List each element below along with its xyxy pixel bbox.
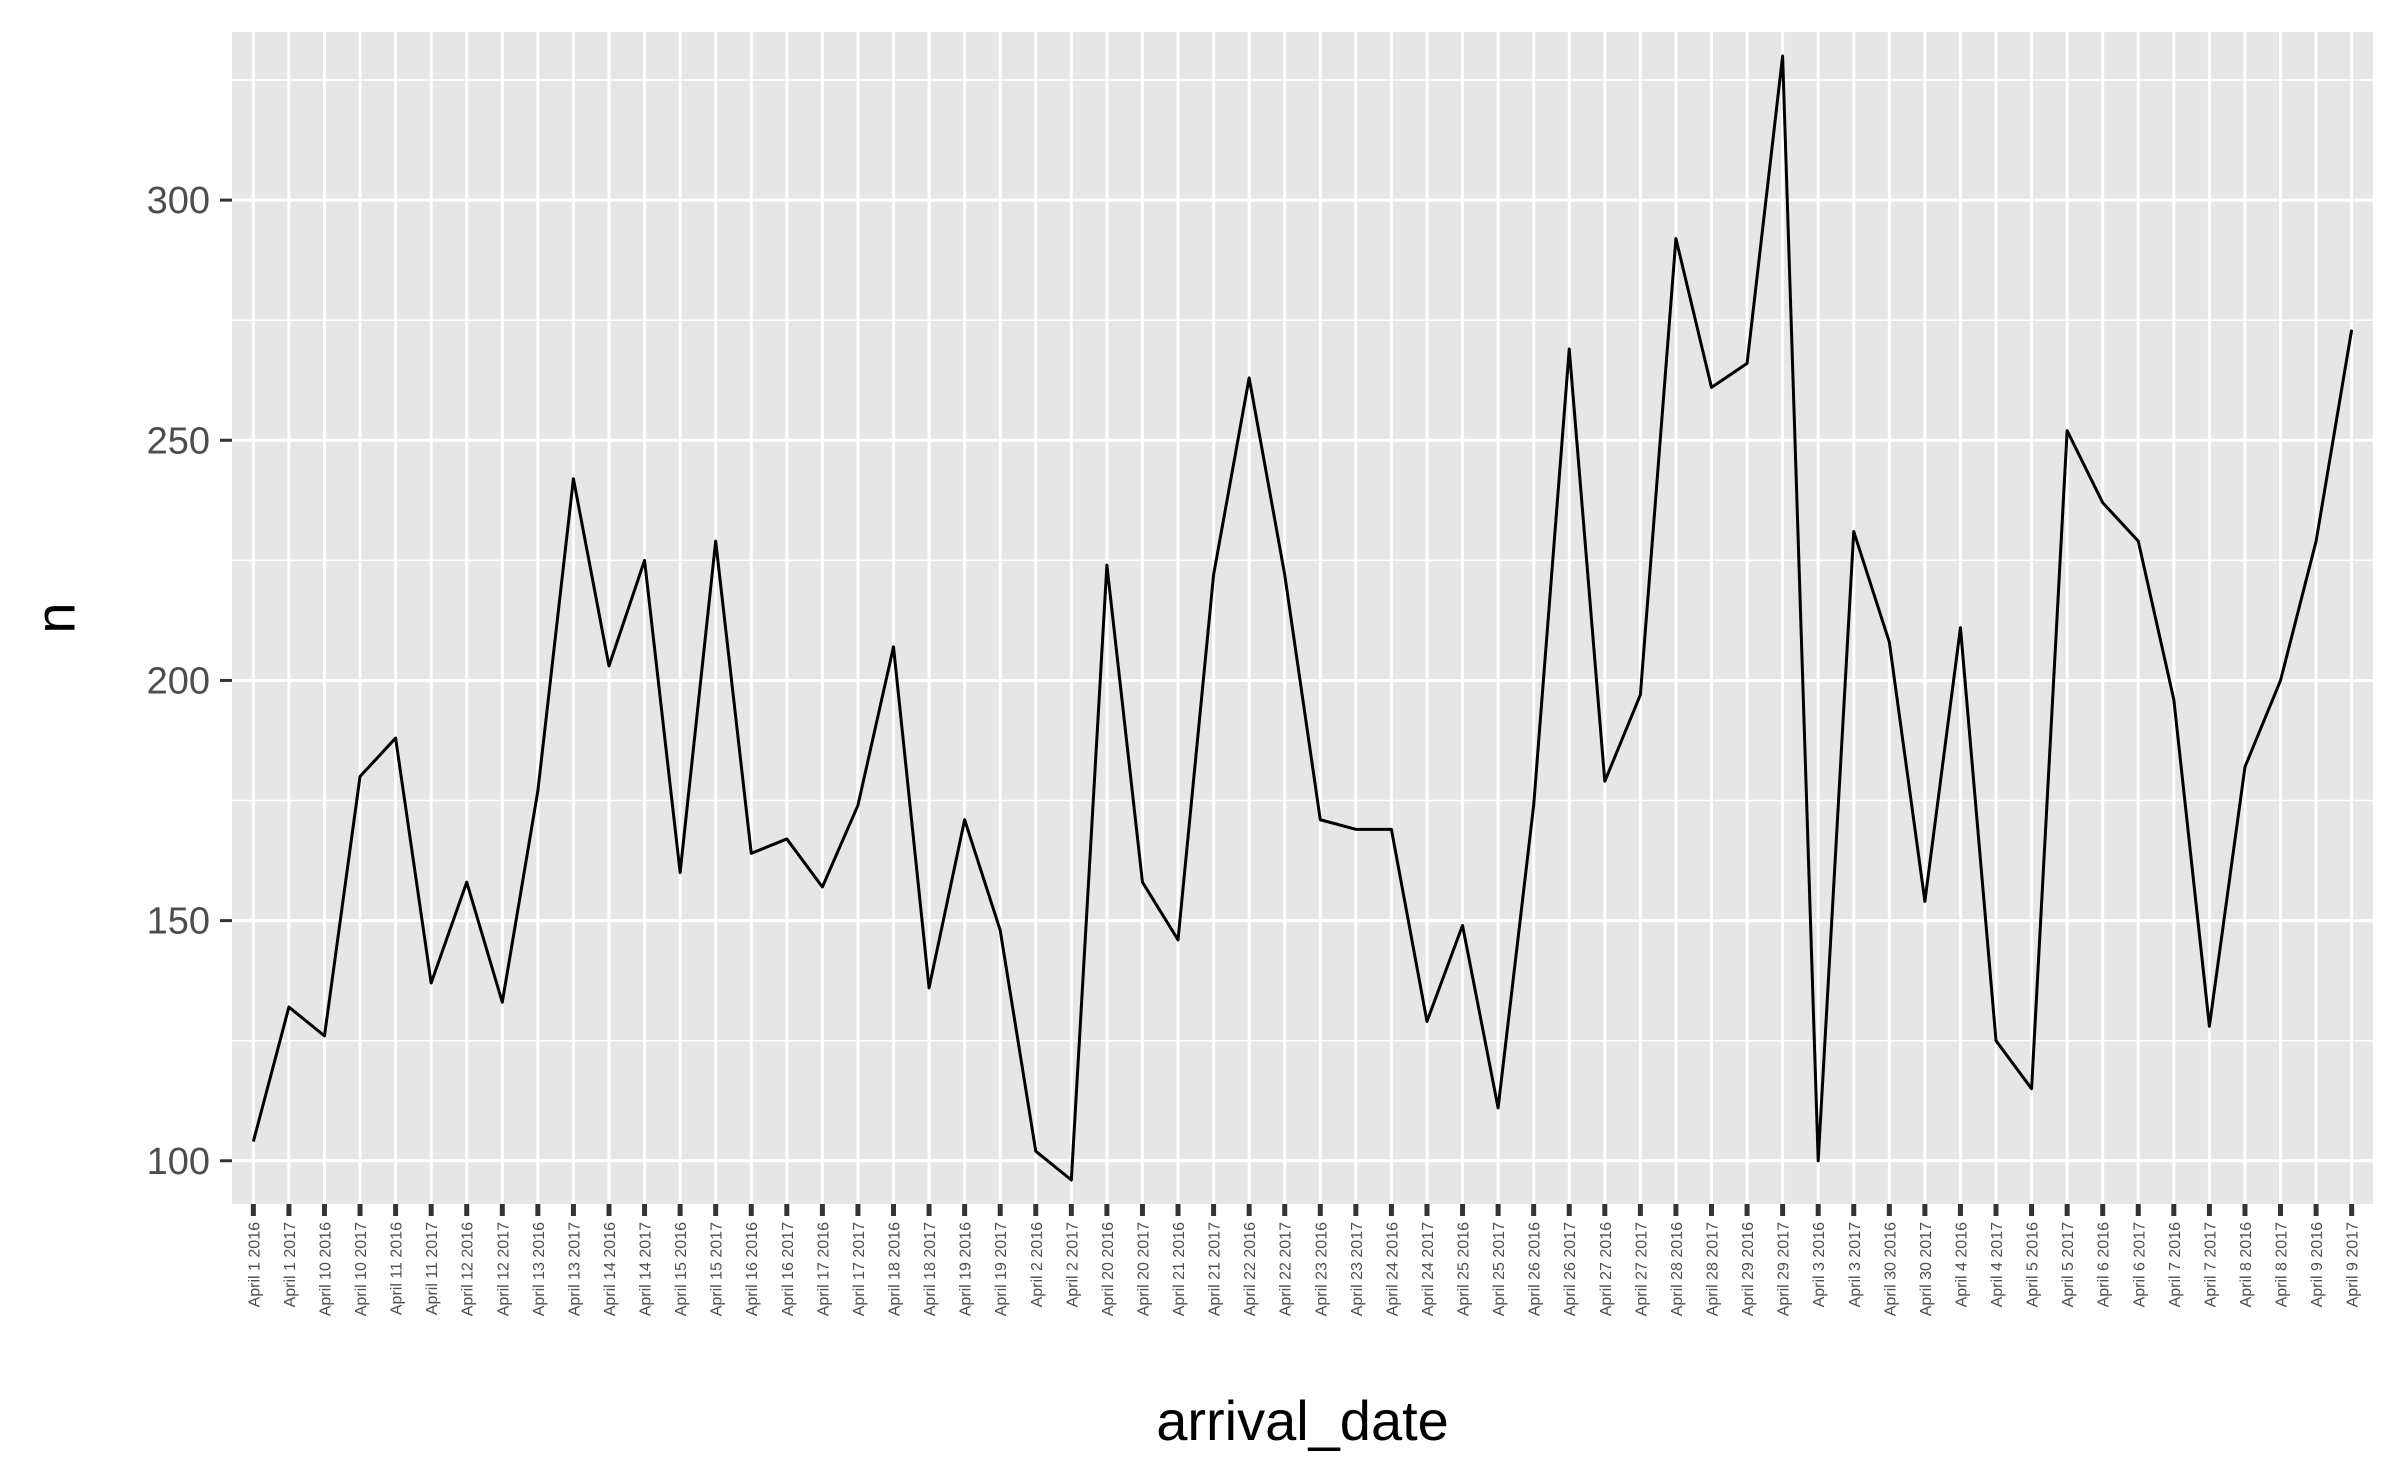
x-tick-label: April 2 2016 [1029,1222,1046,1307]
x-tick-label: April 29 2016 [1740,1222,1757,1316]
y-tick-label: 300 [147,180,210,222]
series-line [251,54,2354,1182]
x-tick-label: April 7 2017 [2202,1222,2219,1307]
y-tick-label: 200 [147,660,210,702]
x-tick-label: April 6 2017 [2131,1222,2148,1307]
x-tick-label: April 18 2016 [887,1222,904,1316]
x-tick-label: April 24 2016 [1384,1222,1401,1316]
x-tick-label: April 26 2017 [1562,1222,1579,1316]
x-tick-label: April 14 2017 [638,1222,655,1316]
x-tick-label: April 8 2017 [2274,1222,2291,1307]
x-tick-label: April 22 2016 [1242,1222,1259,1316]
x-tick-label: April 5 2016 [2025,1222,2042,1307]
x-tick-label: April 12 2017 [495,1222,512,1316]
x-tick-label: April 2 2017 [1064,1222,1081,1307]
x-tick-label: April 17 2017 [851,1222,868,1316]
x-tick-label: April 11 2017 [424,1222,441,1315]
x-tick-label: April 19 2016 [958,1222,975,1316]
x-tick-label: April 20 2016 [1100,1222,1117,1316]
x-tick-label: April 25 2017 [1491,1222,1508,1316]
x-tick-label: April 16 2017 [780,1222,797,1316]
x-tick-label: April 29 2017 [1776,1222,1793,1316]
x-tick-label: April 15 2016 [673,1222,690,1316]
x-tick-label: April 27 2017 [1633,1222,1650,1316]
x-tick-label: April 13 2017 [566,1222,583,1316]
y-tick-label: 250 [147,420,210,462]
x-tick-label: April 23 2017 [1349,1222,1366,1316]
x-tick-label: April 4 2017 [1989,1222,2006,1307]
x-tick-label: April 6 2016 [2096,1222,2113,1307]
x-tick-label: April 14 2016 [602,1222,619,1316]
x-tick-label: April 3 2016 [1811,1222,1828,1307]
y-axis-title: n [23,602,86,633]
y-tick-label: 100 [147,1141,210,1183]
x-axis: April 1 2016 April 1 2017 April 10 2016 Apr… [246,1204,2362,1316]
x-tick-label: April 10 2017 [353,1222,370,1316]
x-tick-label: April 7 2016 [2167,1222,2184,1307]
x-tick-label: April 21 2016 [1171,1222,1188,1316]
x-tick-label: April 20 2017 [1135,1222,1152,1316]
x-tick-label: April 22 2017 [1278,1222,1295,1316]
x-tick-label: April 28 2017 [1704,1222,1721,1316]
x-tick-label: April 17 2016 [815,1222,832,1316]
x-tick-label: April 16 2016 [744,1222,761,1316]
x-tick-label: April 13 2016 [531,1222,548,1316]
x-tick-label: April 21 2017 [1207,1222,1224,1316]
x-tick-label: April 5 2017 [2060,1222,2077,1307]
x-axis-title: arrival_date [1156,1389,1449,1452]
x-tick-label: April 30 2017 [1918,1222,1935,1316]
x-tick-label: April 9 2016 [2309,1222,2326,1307]
x-tick-label: April 4 2016 [1953,1222,1970,1307]
x-tick-label: April 3 2017 [1847,1222,1864,1307]
x-tick-label: April 1 2016 [246,1222,263,1307]
x-tick-label: April 23 2016 [1313,1222,1330,1316]
x-tick-label: April 24 2017 [1420,1222,1437,1316]
x-tick-label: April 26 2016 [1527,1222,1544,1316]
x-tick-label: April 30 2016 [1882,1222,1899,1316]
x-tick-label: April 12 2016 [460,1222,477,1316]
y-tick-label: 150 [147,901,210,943]
x-tick-label: April 9 2017 [2345,1222,2362,1307]
x-tick-label: April 18 2017 [922,1222,939,1316]
y-axis: 100 150 200 250 300 [147,180,232,1183]
x-tick-label: April 15 2017 [709,1222,726,1316]
major-gridlines [232,32,2373,1204]
x-tick-label: April 11 2016 [389,1222,406,1315]
x-tick-label: April 25 2016 [1456,1222,1473,1316]
x-tick-label: April 19 2017 [993,1222,1010,1316]
x-tick-label: April 10 2016 [317,1222,334,1316]
plot-panel [232,32,2373,1204]
x-tick-label: April 28 2016 [1669,1222,1686,1316]
x-tick-label: April 8 2016 [2238,1222,2255,1307]
x-tick-label: April 27 2016 [1598,1222,1615,1316]
x-tick-label: April 1 2017 [282,1222,299,1307]
